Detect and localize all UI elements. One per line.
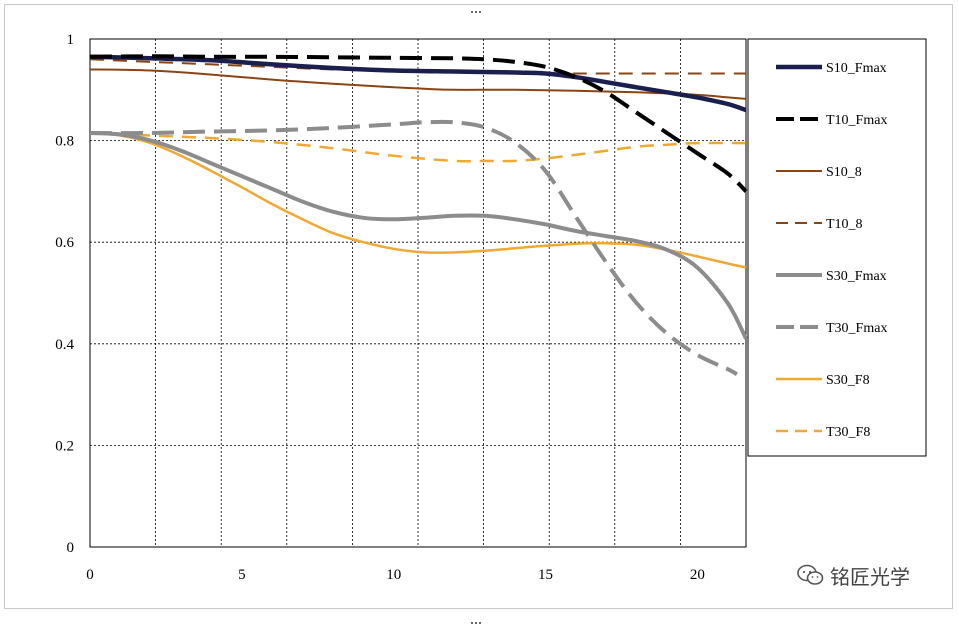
series-line-t10-fmax: [89, 54, 748, 193]
grid: [90, 39, 746, 547]
legend-label: S10_8: [826, 165, 862, 180]
legend-label: T10_8: [826, 217, 863, 232]
series-lines: [89, 54, 748, 377]
series-line-s30-fmax: [89, 131, 748, 340]
series-line-t30-fmax: [89, 119, 738, 377]
legend-label: T10_Fmax: [826, 113, 887, 128]
series-line-t30-f8: [89, 131, 747, 163]
x-tick-label: 15: [538, 567, 553, 583]
legend-label: S30_F8: [826, 373, 870, 388]
watermark: 铭匠光学: [796, 560, 910, 590]
watermark-text: 铭匠光学: [830, 564, 910, 589]
axis-tick-labels: 0 5 10 15 20 0 0.2 0.4 0.6 0.8 1: [55, 32, 705, 583]
legend-label: T30_Fmax: [826, 321, 887, 336]
x-tick-label: 20: [690, 567, 705, 583]
legend-label: S10_Fmax: [826, 61, 887, 76]
x-tick-label: 0: [86, 567, 94, 583]
x-tick-label: 5: [238, 567, 246, 583]
y-tick-label: 0.4: [55, 337, 74, 353]
y-tick-label: 0.8: [55, 134, 74, 150]
y-tick-label: 0.2: [55, 438, 74, 454]
x-tick-label: 10: [386, 567, 401, 583]
legend-label: T30_F8: [826, 425, 870, 440]
plot-area: [89, 38, 747, 548]
series-line-s10-fmax: [89, 54, 747, 113]
legend-label: S30_Fmax: [826, 269, 887, 284]
wechat-icon: [797, 564, 824, 585]
y-tick-label: 0: [67, 540, 75, 556]
top-resize-handle[interactable]: [471, 0, 487, 13]
y-tick-label: 1: [67, 32, 75, 48]
legend-box: [747, 38, 927, 457]
series-line-s30-f8: [89, 131, 747, 269]
y-tick-label: 0.6: [55, 235, 74, 251]
legend: S10_Fmax T10_Fmax S10_8 T10_8 S30_Fmax T30_Fm…: [747, 38, 927, 457]
